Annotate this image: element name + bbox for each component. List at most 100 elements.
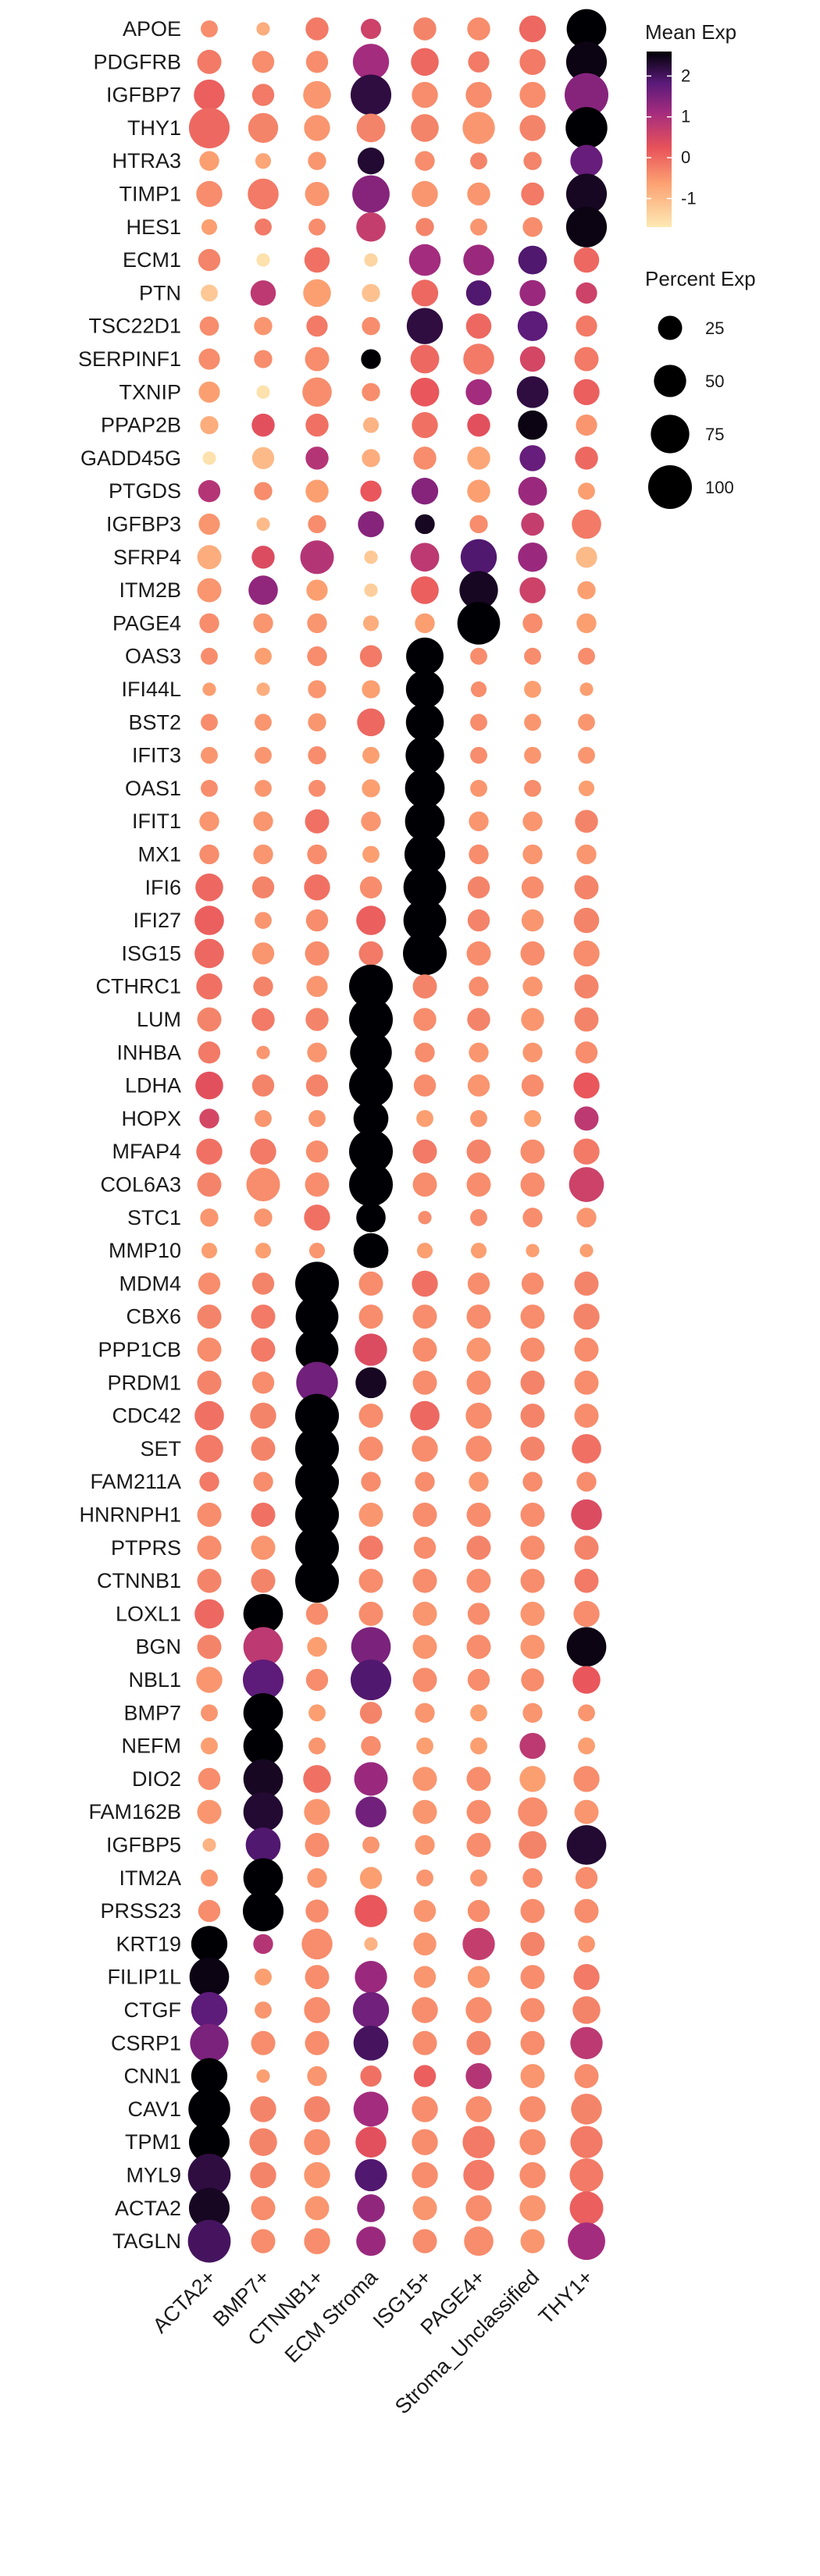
dot-point xyxy=(254,317,273,336)
dot-point xyxy=(308,779,326,797)
dot-point xyxy=(197,1799,222,1824)
dot-point xyxy=(243,1791,283,1832)
dot-point xyxy=(357,148,385,175)
dot-point xyxy=(242,1891,284,1932)
dot-point xyxy=(570,144,603,177)
gene-label: HTRA3 xyxy=(112,149,181,173)
dot-point xyxy=(349,1130,393,1174)
dot-point xyxy=(413,2065,437,2087)
gene-label: BST2 xyxy=(128,710,181,734)
dot-point xyxy=(255,218,272,236)
dot-point xyxy=(412,2030,437,2055)
dot-point xyxy=(361,19,381,39)
dot-point xyxy=(301,1928,333,1960)
dot-point xyxy=(198,1272,221,1295)
dot-point xyxy=(416,1243,433,1259)
dot-point xyxy=(466,2030,491,2055)
dot-point xyxy=(519,445,546,471)
gene-label: LUM xyxy=(137,1008,181,1031)
dot-point xyxy=(188,2122,230,2163)
gene-label: PAGE4 xyxy=(112,611,181,635)
dot-point xyxy=(353,2025,389,2061)
cluster-label: THY1+ xyxy=(534,2265,597,2329)
dot-point xyxy=(359,645,383,667)
dot-point xyxy=(305,1603,329,1625)
dot-point xyxy=(576,546,597,568)
dot-point xyxy=(465,2195,492,2222)
gene-label: CTGF xyxy=(124,1998,182,2022)
dot-point xyxy=(253,844,273,865)
dot-point xyxy=(405,768,445,809)
dot-point xyxy=(191,1991,228,2029)
dot-point xyxy=(199,316,219,336)
dot-point xyxy=(412,1667,437,1692)
dot-point xyxy=(308,514,326,534)
dot-point xyxy=(243,1692,283,1733)
dot-point xyxy=(412,1370,437,1395)
dot-point xyxy=(187,2154,231,2197)
size-legend-label: 50 xyxy=(705,372,724,391)
gene-label: SET xyxy=(140,1437,181,1461)
dot-point xyxy=(243,1627,283,1667)
dot-point xyxy=(362,382,380,401)
dot-point xyxy=(465,81,492,109)
dot-point xyxy=(201,713,218,731)
dot-point xyxy=(253,977,273,997)
dot-point xyxy=(470,1704,487,1722)
dot-point xyxy=(243,1858,283,1898)
cluster-label: ECM Stroma xyxy=(280,2265,383,2367)
dot-point xyxy=(467,1074,490,1097)
dot-point xyxy=(464,2226,494,2256)
dot-point xyxy=(251,1337,276,1362)
dot-point xyxy=(358,1568,383,1593)
dot-point xyxy=(355,1333,387,1366)
dot-point xyxy=(199,1108,219,1129)
dot-point xyxy=(349,1162,393,1207)
dot-point xyxy=(573,1304,600,1330)
dot-point xyxy=(354,1762,388,1796)
dot-point xyxy=(201,1737,218,1755)
dot-point xyxy=(304,1997,330,2023)
dot-point xyxy=(467,1272,490,1295)
dot-point xyxy=(470,746,487,764)
dot-point xyxy=(466,1635,491,1660)
gene-label: HNRNPH1 xyxy=(79,1503,181,1527)
dot-point xyxy=(578,482,595,500)
dot-point xyxy=(574,1898,599,1923)
dot-point xyxy=(520,1965,545,1990)
dot-point xyxy=(200,415,219,435)
dot-point xyxy=(201,647,218,665)
dot-point xyxy=(199,844,219,865)
dot-point xyxy=(574,1271,599,1296)
dot-point xyxy=(519,1831,547,1859)
dot-point xyxy=(519,2096,546,2122)
dot-point xyxy=(520,1568,545,1593)
dot-point xyxy=(307,1637,327,1657)
dot-point xyxy=(522,1471,543,1492)
dot-point xyxy=(406,308,444,344)
dot-point xyxy=(467,1966,490,1988)
dot-point xyxy=(465,280,492,306)
gene-label: SFRP4 xyxy=(113,546,181,569)
dot-point xyxy=(308,1737,326,1755)
dot-point xyxy=(196,1138,223,1165)
dot-point xyxy=(519,577,546,603)
dot-point xyxy=(253,613,273,634)
dot-point xyxy=(469,977,489,997)
gene-label: BGN xyxy=(135,1635,181,1659)
dot-point xyxy=(408,244,441,276)
gene-label: MFAP4 xyxy=(112,1140,181,1163)
dot-point xyxy=(251,1436,276,1461)
dot-point xyxy=(198,381,220,403)
dot-point xyxy=(465,1402,492,1429)
dot-point xyxy=(521,1074,544,1097)
dot-point xyxy=(466,1503,491,1527)
dot-point xyxy=(413,1074,437,1097)
dot-point xyxy=(579,682,594,696)
dot-point xyxy=(411,478,439,505)
dot-point xyxy=(243,1759,283,1799)
dot-point xyxy=(305,1668,329,1692)
dot-point xyxy=(308,151,326,170)
dot-point xyxy=(250,280,276,306)
dot-point xyxy=(361,349,381,369)
